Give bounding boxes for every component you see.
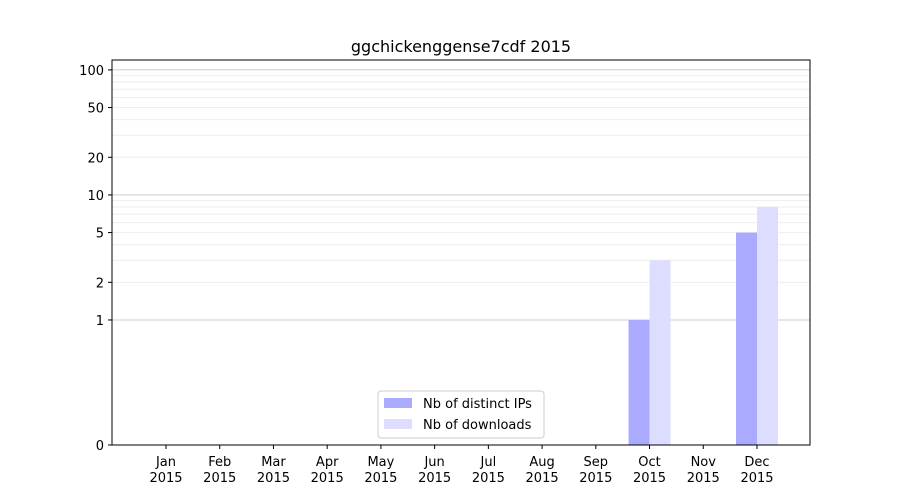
legend-label-distinct-ips: Nb of distinct IPs: [423, 397, 532, 412]
x-axis-ticks: Jan2015Feb2015Mar2015Apr2015May2015Jun20…: [149, 445, 774, 486]
grid-lines: [112, 69, 810, 321]
x-tick-label-month: Jun: [423, 455, 444, 470]
chart-title: ggchickenggense7cdf 2015: [351, 37, 571, 56]
plot-frame: [111, 59, 811, 446]
legend-swatch-downloads: [384, 419, 412, 429]
bar-distinct-ips: [628, 319, 650, 445]
legend-frame: [377, 390, 545, 439]
x-tick-label-year: 2015: [311, 471, 344, 486]
bar-downloads: [649, 260, 671, 445]
x-tick-label-month: Nov: [691, 455, 717, 470]
y-tick-label: 0: [96, 439, 104, 454]
x-tick-label-month: Aug: [529, 455, 554, 470]
y-tick-label: 2: [96, 276, 104, 291]
bars: [628, 207, 778, 445]
x-tick-label-year: 2015: [257, 471, 290, 486]
x-tick-label-year: 2015: [149, 471, 182, 486]
x-tick-label-month: May: [367, 455, 394, 470]
x-tick-label-year: 2015: [526, 471, 559, 486]
legend-swatch-distinct-ips: [384, 398, 412, 408]
x-tick-label-year: 2015: [633, 471, 666, 486]
x-tick-label-month: Oct: [638, 455, 660, 470]
legend: Nb of distinct IPs Nb of downloads: [377, 390, 545, 439]
y-axis-ticks: 0 1 2 5 10 20 50 100: [79, 64, 112, 454]
x-tick-label-year: 2015: [203, 471, 236, 486]
x-tick-label-year: 2015: [740, 471, 773, 486]
y-tick-label: 10: [87, 189, 104, 204]
x-tick-label-month: Feb: [208, 455, 231, 470]
x-tick-label-year: 2015: [579, 471, 612, 486]
x-tick-label-month: Jan: [155, 455, 176, 470]
x-tick-label-month: Dec: [744, 455, 769, 470]
x-tick-label-year: 2015: [418, 471, 451, 486]
y-tick-label: 50: [87, 102, 104, 117]
y-tick-label: 100: [79, 64, 104, 79]
legend-label-downloads: Nb of downloads: [423, 418, 532, 433]
y-tick-label: 5: [96, 227, 104, 242]
x-tick-label-month: Sep: [584, 455, 609, 470]
x-tick-label-year: 2015: [472, 471, 505, 486]
x-tick-label-month: Jul: [480, 455, 497, 470]
x-tick-label-year: 2015: [364, 471, 397, 486]
x-tick-label-year: 2015: [687, 471, 720, 486]
y-tick-label: 20: [87, 151, 104, 166]
x-tick-label-month: Mar: [261, 455, 286, 470]
y-tick-label: 1: [96, 314, 104, 329]
x-tick-label-month: Apr: [316, 455, 339, 470]
bar-downloads: [757, 207, 778, 445]
bar-distinct-ips: [736, 232, 757, 445]
